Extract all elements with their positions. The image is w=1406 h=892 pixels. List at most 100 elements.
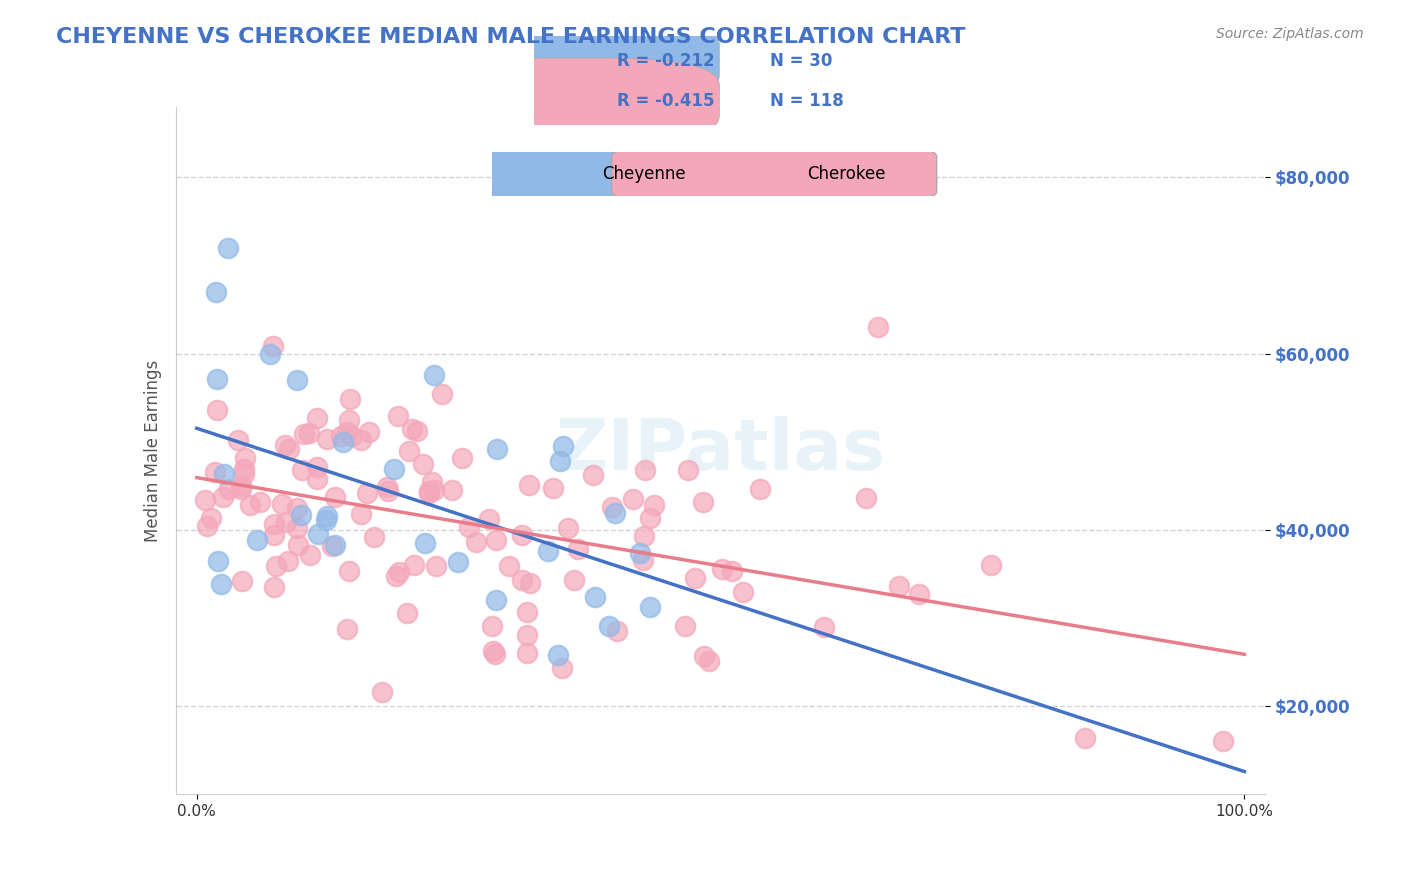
Point bbox=[263, 516, 285, 531]
Point bbox=[621, 492, 644, 507]
Point bbox=[307, 527, 329, 541]
Point bbox=[200, 510, 222, 524]
Point bbox=[412, 457, 434, 471]
Point bbox=[633, 528, 655, 542]
FancyBboxPatch shape bbox=[612, 143, 936, 205]
Point bbox=[315, 509, 337, 524]
FancyBboxPatch shape bbox=[406, 143, 731, 205]
Point bbox=[484, 533, 506, 547]
Point bbox=[447, 556, 470, 570]
Point bbox=[232, 462, 254, 476]
Point bbox=[425, 558, 447, 573]
Point bbox=[218, 482, 240, 496]
Point bbox=[478, 512, 501, 526]
Y-axis label: Median Male Earnings: Median Male Earnings bbox=[143, 359, 162, 541]
Point bbox=[401, 422, 423, 436]
Point bbox=[337, 564, 360, 578]
Point bbox=[1074, 731, 1097, 745]
Point bbox=[204, 465, 226, 479]
Point bbox=[205, 285, 228, 300]
Point bbox=[519, 576, 541, 591]
Point bbox=[418, 486, 440, 500]
Point bbox=[557, 521, 579, 535]
Point bbox=[676, 463, 699, 477]
Point bbox=[481, 619, 503, 633]
Point bbox=[1212, 734, 1234, 748]
Point bbox=[418, 483, 440, 498]
Point bbox=[464, 534, 486, 549]
Point bbox=[363, 530, 385, 544]
Point bbox=[205, 372, 228, 386]
Text: Cherokee: Cherokee bbox=[807, 165, 886, 183]
Point bbox=[205, 402, 228, 417]
Point bbox=[229, 479, 252, 493]
Point bbox=[640, 510, 662, 524]
Point bbox=[582, 467, 605, 482]
Text: Source: ZipAtlas.com: Source: ZipAtlas.com bbox=[1216, 27, 1364, 41]
Point bbox=[634, 463, 657, 477]
Point bbox=[606, 624, 628, 639]
Point bbox=[583, 590, 606, 604]
Point bbox=[548, 454, 571, 468]
Point bbox=[711, 562, 734, 576]
Point bbox=[377, 483, 399, 498]
Point bbox=[907, 587, 929, 601]
Point bbox=[721, 565, 744, 579]
Point bbox=[263, 580, 285, 594]
Point bbox=[484, 647, 506, 661]
Point bbox=[229, 482, 252, 496]
Point bbox=[350, 434, 373, 448]
Point bbox=[209, 576, 232, 591]
Point bbox=[315, 513, 337, 527]
Point bbox=[336, 425, 359, 439]
Point bbox=[195, 519, 218, 533]
Point bbox=[262, 339, 284, 353]
Point bbox=[430, 387, 453, 401]
Point bbox=[813, 619, 835, 633]
Text: N = 30: N = 30 bbox=[770, 52, 832, 70]
Point bbox=[673, 619, 696, 633]
Text: CHEYENNE VS CHEROKEE MEDIAN MALE EARNINGS CORRELATION CHART: CHEYENNE VS CHEROKEE MEDIAN MALE EARNING… bbox=[56, 27, 966, 46]
Point bbox=[212, 490, 235, 504]
Point bbox=[685, 571, 707, 585]
Point bbox=[598, 619, 620, 633]
Point bbox=[748, 482, 770, 496]
Point bbox=[336, 622, 359, 636]
Point bbox=[233, 450, 256, 465]
Point bbox=[239, 498, 262, 512]
Point bbox=[692, 648, 714, 663]
FancyBboxPatch shape bbox=[436, 18, 720, 103]
Point bbox=[547, 648, 569, 662]
Point bbox=[457, 519, 479, 533]
Point bbox=[398, 444, 420, 458]
Point bbox=[266, 559, 288, 574]
Point bbox=[337, 413, 360, 427]
Point bbox=[270, 497, 292, 511]
Text: R = -0.415: R = -0.415 bbox=[617, 92, 714, 110]
Point bbox=[290, 508, 312, 522]
Point bbox=[246, 533, 269, 548]
Point bbox=[384, 568, 406, 582]
Point bbox=[451, 450, 474, 465]
Point bbox=[510, 573, 533, 587]
Point bbox=[855, 491, 877, 506]
Point bbox=[553, 439, 575, 453]
Point bbox=[481, 644, 503, 658]
Point bbox=[274, 515, 297, 529]
Point bbox=[628, 546, 651, 560]
Point bbox=[387, 409, 409, 423]
Point bbox=[731, 585, 754, 599]
Point bbox=[415, 536, 437, 550]
Point bbox=[273, 438, 295, 452]
Point bbox=[263, 527, 285, 541]
Point bbox=[402, 558, 425, 573]
Point bbox=[486, 442, 509, 457]
Text: N = 118: N = 118 bbox=[770, 92, 844, 110]
Point bbox=[562, 574, 585, 588]
Point bbox=[440, 483, 463, 498]
Point bbox=[541, 481, 564, 495]
Point bbox=[321, 540, 343, 554]
Point bbox=[631, 553, 654, 567]
Point bbox=[510, 528, 533, 542]
Point bbox=[699, 654, 721, 668]
